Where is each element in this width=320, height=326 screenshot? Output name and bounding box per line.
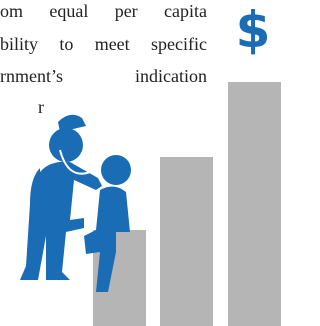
body-text-line: rnment’s indication — [0, 65, 207, 87]
bar-shape — [228, 82, 281, 326]
body-text-line: bility to meet specific — [0, 33, 207, 55]
page: om equal per capita bility to meet speci… — [0, 0, 288, 326]
dollar-icon: $ — [233, 0, 273, 60]
body-text-line: r — [38, 96, 44, 118]
body-text-line: om equal per capita — [0, 0, 207, 22]
bar-shape — [160, 157, 213, 326]
